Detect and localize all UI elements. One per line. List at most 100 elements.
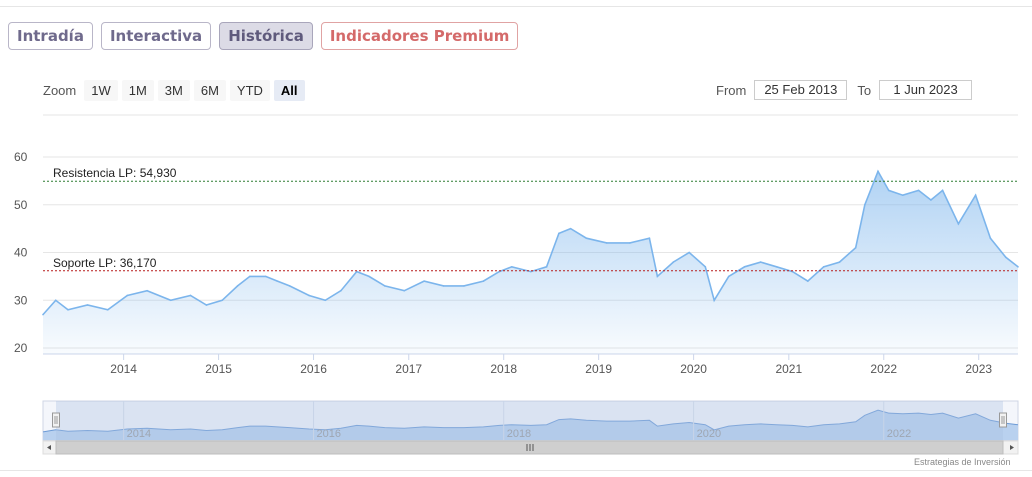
data-point xyxy=(901,194,904,196)
data-point xyxy=(308,294,310,297)
from-label: From xyxy=(716,82,747,98)
navigator-tick-label: 2020 xyxy=(697,428,721,440)
data-point xyxy=(957,223,960,225)
data-point xyxy=(838,261,841,263)
data-point xyxy=(146,289,148,292)
data-point xyxy=(482,280,485,282)
x-tick-label: 2016 xyxy=(300,362,327,376)
data-point xyxy=(368,275,370,278)
navigator-right-handle[interactable] xyxy=(999,412,1007,428)
navigator-scrollbar[interactable] xyxy=(42,440,1019,455)
zoom-3m-button[interactable]: 3M xyxy=(157,80,190,101)
data-point xyxy=(941,189,944,192)
data-point xyxy=(656,275,659,278)
data-point xyxy=(205,304,208,306)
data-point xyxy=(545,266,548,268)
to-label: To xyxy=(857,82,872,98)
data-point xyxy=(672,261,675,263)
y-tick-label: 50 xyxy=(14,198,28,212)
data-point xyxy=(126,294,129,297)
data-point xyxy=(106,309,109,311)
data-point xyxy=(605,242,608,244)
x-axis: 2014 2015 2016 2017 2018 2019 2020 2021 2022 2023 xyxy=(43,353,1018,376)
data-point xyxy=(442,285,445,287)
data-point xyxy=(775,266,778,268)
zoom-6m-button[interactable]: 6M xyxy=(193,80,226,101)
data-point xyxy=(585,237,588,239)
top-divider xyxy=(0,6,1032,7)
zoom-label: Zoom xyxy=(43,83,77,98)
data-point xyxy=(688,251,690,254)
data-point xyxy=(887,189,890,192)
data-point xyxy=(54,299,57,302)
y-tick-label: 60 xyxy=(14,150,28,164)
tab-interactiva[interactable]: Interactiva xyxy=(100,22,212,50)
y-tick-label: 40 xyxy=(14,246,28,260)
navigator-selection[interactable] xyxy=(56,401,1003,440)
x-tick-label: 2020 xyxy=(680,362,707,376)
data-point xyxy=(324,299,327,302)
data-point xyxy=(86,304,89,306)
data-point xyxy=(276,280,279,282)
data-point xyxy=(384,285,386,287)
x-tick-label: 2014 xyxy=(110,362,137,376)
data-point xyxy=(569,227,572,230)
x-tick-label: 2018 xyxy=(490,362,517,376)
x-tick-label: 2019 xyxy=(585,362,612,376)
y-tick-label: 30 xyxy=(14,293,28,307)
tab-indicadores-premium[interactable]: Indicadores Premium xyxy=(320,22,519,50)
tab-intradia[interactable]: Intradía xyxy=(8,22,93,50)
data-point xyxy=(189,294,192,297)
x-tick-label: 2017 xyxy=(395,362,422,376)
navigator-left-handle[interactable] xyxy=(52,412,60,428)
navigator-tick-label: 2014 xyxy=(127,428,151,440)
data-point xyxy=(877,170,879,173)
y-axis: 20 30 40 50 60 xyxy=(14,150,28,355)
zoom-ytd-button[interactable]: YTD xyxy=(229,80,270,101)
x-tick-label: 2023 xyxy=(965,362,992,376)
data-point xyxy=(930,199,932,201)
zoom-1w-button[interactable]: 1W xyxy=(84,80,118,101)
zoom-1m-button[interactable]: 1M xyxy=(121,80,154,101)
y-tick-label: 20 xyxy=(14,341,28,355)
data-point xyxy=(629,242,631,244)
from-date-input[interactable]: 25 Feb 2013 xyxy=(754,80,848,100)
data-point xyxy=(727,275,730,278)
data-point xyxy=(713,299,715,302)
data-point xyxy=(403,289,406,292)
data-point xyxy=(558,232,560,235)
data-point xyxy=(759,261,762,263)
level-lines: Resistencia LP: 54,930 Soporte LP: 36,170 xyxy=(43,166,1018,272)
x-tick-label: 2021 xyxy=(775,362,802,376)
zoom-all-button[interactable]: All xyxy=(273,80,305,101)
data-point xyxy=(854,246,857,249)
data-point xyxy=(989,237,992,239)
data-point xyxy=(807,280,809,282)
data-point xyxy=(648,237,651,239)
data-point xyxy=(423,280,425,282)
data-point xyxy=(249,275,251,278)
scroll-right-icon[interactable] xyxy=(1010,445,1014,450)
navigator-tick-label: 2018 xyxy=(507,428,531,440)
zoom-selector: Zoom 1W 1M 3M 6M YTD All xyxy=(43,80,305,101)
series-area xyxy=(43,171,1018,354)
scroll-left-icon[interactable] xyxy=(47,445,51,450)
tab-bar: Intradía Interactiva Histórica Indicador… xyxy=(8,22,519,50)
data-point xyxy=(340,289,342,292)
data-point xyxy=(67,309,69,311)
navigator: 2014 2016 2018 2020 2022 xyxy=(42,400,1019,455)
x-tick-label: 2015 xyxy=(205,362,232,376)
support-label: Soporte LP: 36,170 xyxy=(53,256,157,270)
to-date-input[interactable]: 1 Jun 2023 xyxy=(879,80,973,100)
tab-historica[interactable]: Histórica xyxy=(219,22,313,50)
data-point xyxy=(974,194,977,196)
navigator-series-area xyxy=(43,410,1018,440)
data-point xyxy=(169,299,172,302)
date-range: From 25 Feb 2013 To 1 Jun 2023 xyxy=(716,80,982,100)
data-point xyxy=(288,285,291,287)
data-point xyxy=(510,266,513,268)
data-point xyxy=(42,313,44,316)
data-point xyxy=(264,275,267,278)
data-point xyxy=(822,266,825,268)
